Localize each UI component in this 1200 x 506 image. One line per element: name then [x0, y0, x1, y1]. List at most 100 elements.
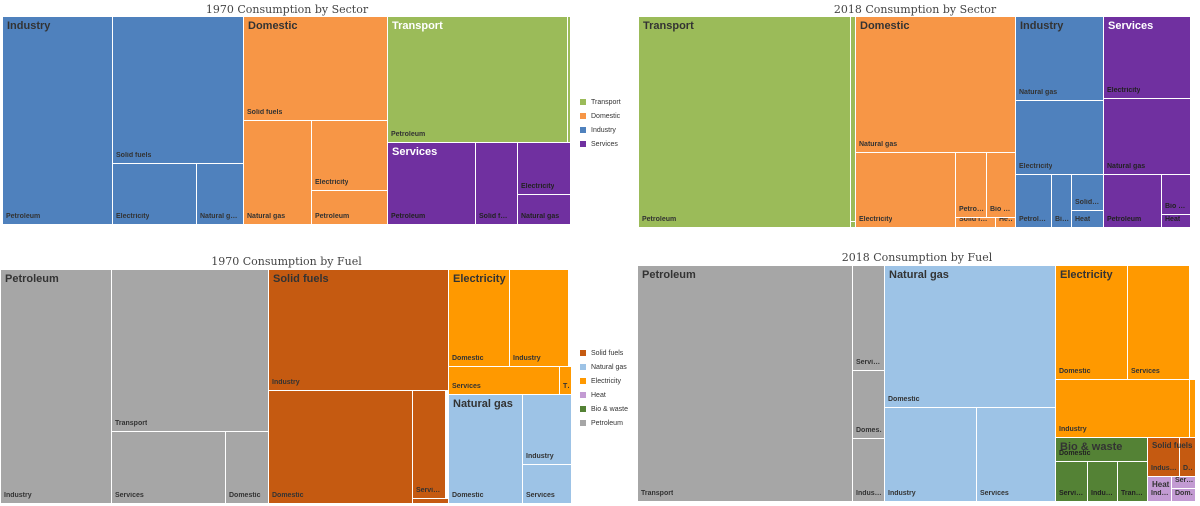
tile-petroleum-industry: Industry — [1, 270, 112, 504]
tile-label: Natural gas — [1107, 163, 1146, 171]
tile-label: Tran… — [1121, 490, 1143, 498]
legend-item-heat: Heat — [580, 388, 628, 402]
tile-label: Services — [115, 492, 144, 500]
tile-domestic-solid-fuels: Solid f… — [956, 218, 996, 228]
tile-bio-and-waste-services: Servi… — [1056, 462, 1088, 502]
tile-label: Domestic — [1059, 368, 1091, 376]
treemap-1970-fuel: Industry Transport Services Domestic Petrole… — [1, 270, 572, 504]
tile-domestic-natural-gas: Natural gas — [856, 17, 1016, 153]
tile-services-heat: Heat — [1162, 215, 1191, 228]
tile-label: Domestic — [1059, 450, 1091, 458]
tile-natural-gas-industry: Industry — [885, 408, 977, 502]
tile-services-electricity: Electricity — [1104, 17, 1191, 99]
tile-label: Services — [452, 383, 481, 391]
tile-label: Domestic — [452, 492, 484, 500]
tile-industry-natural-gas: Natural gas — [1016, 17, 1104, 101]
tile-solid-fuels-transport: Transp… — [413, 499, 449, 504]
tile-services-natural-gas: Natural gas — [518, 195, 571, 225]
tile-label: Services — [526, 492, 555, 500]
legend-swatch — [580, 113, 586, 119]
tile-label: Domestic — [452, 355, 484, 363]
legend-swatch — [580, 127, 586, 133]
group-header-petroleum: Petroleum — [5, 273, 59, 285]
tile-transport-bio-and-waste — [851, 17, 856, 222]
tile-label: Indu… — [1091, 490, 1113, 498]
tile-label: Industry — [888, 490, 916, 498]
legend-label: Solid fuels — [591, 349, 624, 357]
tile-electricity-industry: Industry — [1056, 380, 1190, 438]
tile-natural-gas-services: Services — [977, 408, 1056, 502]
legend-label: Domestic — [591, 112, 621, 120]
tile-label: Petrol… — [1019, 216, 1046, 224]
legend-label: Industry — [591, 126, 616, 134]
legend-fuel: Solid fuels Natural gas Electricity Heat Bio… — [580, 346, 628, 430]
tile-label: Industry — [513, 355, 541, 363]
group-header-services: Services — [1108, 20, 1154, 32]
tile-solid-fuels-industry: Industry — [269, 270, 449, 391]
tile-label: Solid f… — [959, 218, 988, 224]
tile-label: Petroleum — [391, 131, 426, 139]
tile-industry-natural-gas: Natural g… — [197, 164, 244, 225]
tile-label: Servi… — [1059, 490, 1084, 498]
tile-label: Bio … — [990, 206, 1011, 214]
tile-transport-petroleum: Petroleum — [639, 17, 851, 228]
tile-label: Petro… — [959, 206, 984, 214]
tile-label: Solid… — [1075, 199, 1100, 207]
tile-petroleum-services: Services — [112, 432, 226, 504]
tile-label: Electricity — [1107, 87, 1141, 95]
legend-item-domestic: Domestic — [580, 109, 621, 123]
tile-electricity-domestic: Domestic — [1056, 266, 1128, 380]
tile-electricity-services: Services — [449, 367, 560, 395]
tile-label: Electricity — [859, 216, 893, 224]
legend-item-solid-fuels: Solid fuels — [580, 346, 628, 360]
treemap-2018-sector: Petroleum Transport Natural gas Electricity… — [639, 17, 1191, 228]
tile-label: Natural gas — [247, 213, 286, 221]
legend-label: Natural gas — [591, 363, 627, 371]
tile-solid-fuels-industry: Indus… — [1148, 438, 1180, 477]
group-header-transport: Transport — [643, 20, 694, 32]
tile-heat-industry: Ind… — [1148, 477, 1172, 502]
tile-transport-petroleum: Petroleum — [388, 17, 568, 143]
legend-label: Heat — [591, 391, 606, 399]
tile-label: Transp… — [416, 499, 446, 500]
group-header-industry: Industry — [7, 20, 51, 32]
tile-industry-heat: Heat — [1072, 211, 1104, 228]
tile-electricity-industry: Industry — [510, 270, 569, 367]
tile-heat-services: Ser… — [1172, 477, 1196, 489]
tile-domestic-natural-gas: Natural gas — [244, 121, 312, 225]
legend-item-electricity: Electricity — [580, 374, 628, 388]
legend-label: Services — [591, 140, 618, 148]
tile-domestic-solid-fuels: Solid fuels — [244, 17, 388, 121]
group-header-natural-gas: Natural gas — [453, 398, 513, 410]
tile-services-solid-fuels: Solid f… — [476, 143, 518, 225]
legend-label: Electricity — [591, 377, 621, 385]
tile-natural-gas-domestic: Domestic — [885, 266, 1056, 408]
tile-domestic-bio-and-waste: Bio … — [987, 153, 1016, 218]
tile-label: Dom… — [1175, 490, 1193, 498]
chart-title: 1970 Consumption by Sector — [205, 3, 369, 16]
tile-solid-fuels-domestic: D… — [1180, 438, 1196, 477]
legend-label: Transport — [591, 98, 621, 106]
legend-swatch — [580, 420, 586, 426]
legend-item-transport: Transport — [580, 95, 621, 109]
tile-petroleum-industry: Indus… — [853, 439, 885, 502]
tile-electricity-domestic: Domestic — [449, 270, 510, 367]
tile-label: Petroleum — [315, 213, 350, 221]
tile-label: Industry — [526, 453, 554, 461]
group-header-electricity: Electricity — [453, 273, 506, 285]
tile-label: Solid fuels — [247, 109, 283, 117]
tile-label: Industry — [4, 492, 32, 500]
legend-item-natural-gas: Natural gas — [580, 360, 628, 374]
group-header-transport: Transport — [392, 20, 443, 32]
tile-natural-gas-industry: Industry — [523, 395, 572, 465]
tile-label: Petroleum — [642, 216, 677, 224]
chart-title: 1970 Consumption by Fuel — [211, 255, 362, 268]
tile-heat-domestic: Dom… — [1172, 489, 1196, 502]
tile-label: Domestic — [888, 396, 920, 404]
group-header-industry: Industry — [1020, 20, 1064, 32]
tile-industry-electricity: Electricity — [1016, 101, 1104, 175]
tile-label: Natural gas — [1019, 89, 1058, 97]
legend-label: Bio & waste — [591, 405, 628, 413]
tile-petroleum-transport: Transport — [112, 270, 269, 432]
tile-label: Petroleum — [6, 213, 41, 221]
